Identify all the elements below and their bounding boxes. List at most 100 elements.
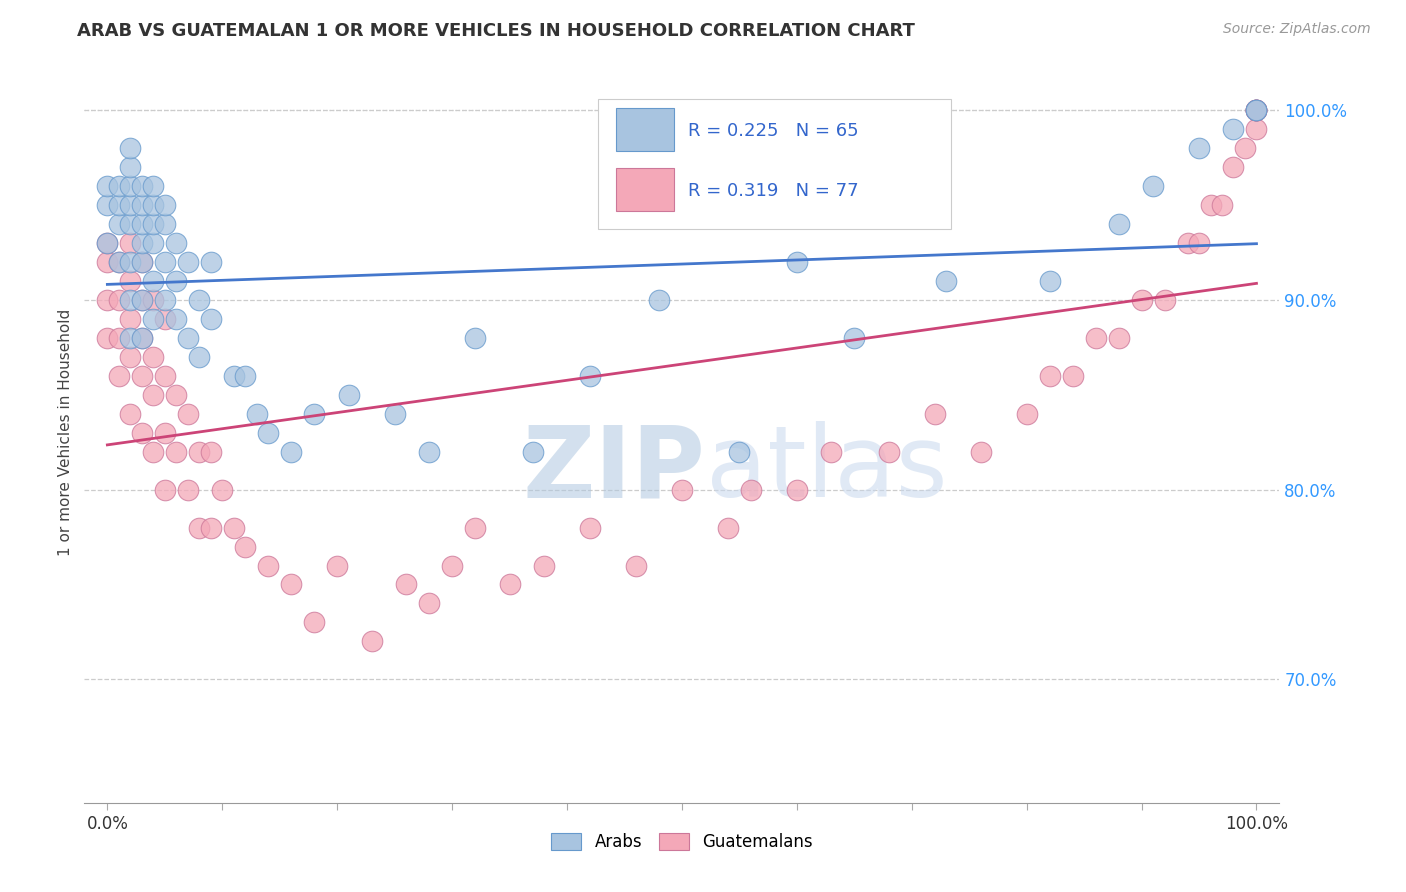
Point <box>108 293 131 307</box>
Point <box>924 407 946 421</box>
Point <box>153 217 176 231</box>
Point <box>108 178 131 193</box>
Point <box>257 558 280 573</box>
Point <box>1233 141 1256 155</box>
Point <box>108 331 131 345</box>
Point <box>1062 368 1084 383</box>
FancyBboxPatch shape <box>616 168 673 211</box>
Text: R = 0.319   N = 77: R = 0.319 N = 77 <box>688 182 859 200</box>
Point <box>844 331 866 345</box>
Point <box>728 444 751 458</box>
Point <box>120 178 142 193</box>
Point <box>1246 103 1268 117</box>
Point <box>533 558 555 573</box>
Point <box>211 483 233 497</box>
Point <box>717 520 740 534</box>
Point <box>222 520 245 534</box>
Point <box>142 350 165 364</box>
Point <box>1246 103 1268 117</box>
Point <box>970 444 993 458</box>
Point <box>1246 103 1268 117</box>
Point <box>120 141 142 155</box>
Point <box>1199 198 1222 212</box>
Point <box>153 198 176 212</box>
Point <box>671 483 693 497</box>
Point <box>153 293 176 307</box>
Point <box>131 217 153 231</box>
Point <box>131 235 153 250</box>
Point <box>579 368 602 383</box>
Point <box>1084 331 1107 345</box>
Point <box>877 444 900 458</box>
Point <box>200 520 222 534</box>
Point <box>131 425 153 440</box>
Point <box>1153 293 1175 307</box>
Point <box>820 444 842 458</box>
Point <box>165 311 187 326</box>
Point <box>142 311 165 326</box>
Point <box>142 178 165 193</box>
Point <box>1246 103 1268 117</box>
Point <box>165 387 187 401</box>
Point <box>153 311 176 326</box>
Text: ZIP: ZIP <box>523 421 706 518</box>
Point <box>624 558 647 573</box>
Point <box>131 331 153 345</box>
Point <box>280 577 302 591</box>
Point <box>120 274 142 288</box>
Point <box>131 178 153 193</box>
Point <box>1246 103 1268 117</box>
Point <box>120 407 142 421</box>
Point <box>1188 141 1211 155</box>
Point <box>395 577 418 591</box>
Point <box>177 407 200 421</box>
Point <box>108 217 131 231</box>
Point <box>142 444 165 458</box>
Point <box>120 198 142 212</box>
Point <box>188 444 211 458</box>
Point <box>1108 331 1130 345</box>
Point <box>131 293 153 307</box>
Point <box>153 368 176 383</box>
Point <box>786 254 808 268</box>
Point <box>740 483 762 497</box>
Point <box>1246 103 1268 117</box>
Point <box>464 520 486 534</box>
Point <box>165 274 187 288</box>
Point <box>648 293 671 307</box>
Point <box>120 311 142 326</box>
Point <box>222 368 245 383</box>
Point <box>108 254 131 268</box>
Point <box>384 407 406 421</box>
Point <box>96 235 118 250</box>
Point <box>142 217 165 231</box>
Point <box>1177 235 1199 250</box>
Point <box>120 293 142 307</box>
Point <box>1015 407 1038 421</box>
Text: Source: ZipAtlas.com: Source: ZipAtlas.com <box>1223 22 1371 37</box>
Point <box>1211 198 1233 212</box>
Y-axis label: 1 or more Vehicles in Household: 1 or more Vehicles in Household <box>58 309 73 557</box>
Point <box>177 254 200 268</box>
Point <box>131 293 153 307</box>
Point <box>165 235 187 250</box>
Point <box>165 444 187 458</box>
Point <box>108 254 131 268</box>
Point <box>498 577 520 591</box>
Point <box>120 160 142 174</box>
Point <box>1130 293 1153 307</box>
Point <box>246 407 269 421</box>
Point <box>302 407 325 421</box>
Point <box>522 444 544 458</box>
Point <box>108 368 131 383</box>
Point <box>96 331 118 345</box>
Text: R = 0.225   N = 65: R = 0.225 N = 65 <box>688 122 859 140</box>
Point <box>1039 368 1062 383</box>
Point <box>96 293 118 307</box>
Point <box>131 254 153 268</box>
Point <box>142 387 165 401</box>
Point <box>142 198 165 212</box>
Point <box>120 254 142 268</box>
Point <box>142 274 165 288</box>
Point <box>1222 160 1244 174</box>
